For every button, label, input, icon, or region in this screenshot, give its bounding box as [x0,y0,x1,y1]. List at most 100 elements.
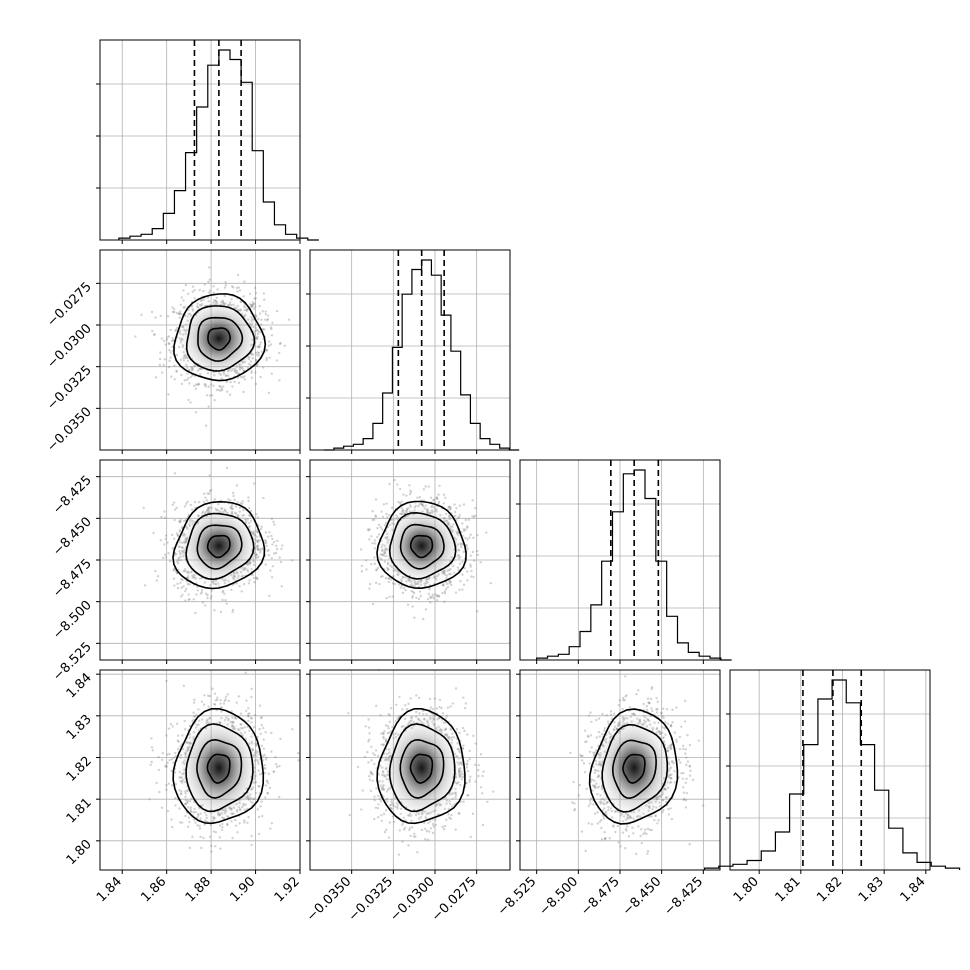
scatter-panel-1-0-sample-point [236,290,239,293]
scatter-panel-2-0-sample-point [173,568,176,571]
scatter-panel-3-0-sample-point [172,761,175,764]
scatter-panel-2-0-sample-point [207,492,211,495]
scatter-panel-1-0-sample-point [230,285,234,288]
scatter-panel-3-0-sample-point [210,850,213,853]
scatter-panel-2-0-sample-point [272,520,275,524]
scatter-panel-3-0-sample-point [264,796,267,799]
scatter-panel-2-1-sample-point [370,535,373,538]
scatter-panel-3-1-sample-point [370,759,373,762]
scatter-panel-2-1-sample-point [447,505,451,508]
scatter-panel-2-1-sample-point [513,564,515,566]
scatter-panel-3-0-sample-point [243,821,246,824]
scatter-panel-1-0-ytick-label: −0.0275 [44,280,94,330]
scatter-panel-3-1-sample-point [486,800,489,804]
scatter-panel-3-1-sample-point [376,754,380,758]
scatter-panel-3-1-xtick-label: −0.0300 [387,874,437,924]
scatter-panel-3-0-sample-point [260,716,263,719]
scatter-panel-3-1-sample-point [444,717,448,720]
scatter-panel-1-0-sample-point [187,398,190,402]
scatter-panel-3-2-sample-point [642,702,645,706]
scatter-panel-3-2-sample-point [680,725,683,728]
scatter-panel-1-0-sample-point [224,283,228,287]
scatter-panel-2-0-sample-point [219,610,223,614]
scatter-panel-3-2-sample-point [578,783,581,787]
scatter-panel-1-0-sample-point [182,289,185,292]
scatter-panel-3-0-sample-point [151,749,155,752]
scatter-panel-2-0-sample-point [200,591,204,594]
scatter-panel-2-0-sample-point [199,592,203,595]
scatter-panel-1-0-sample-point [275,309,279,313]
scatter-panel-3-1-sample-point [348,813,351,817]
scatter-panel-2-1-sample-point [373,547,377,550]
scatter-panel-2-0-sample-point [239,501,242,505]
scatter-panel-3-2-sample-point [645,708,649,712]
scatter-panel-3-2-sample-point [617,841,620,844]
scatter-panel-2-0-sample-point [204,496,207,499]
scatter-panel-2-0-sample-point [270,517,274,521]
scatter-panel-1-0-sample-point [225,390,229,393]
scatter-panel-2-1-sample-point [469,554,472,557]
scatter-panel-3-1-sample-point [447,813,450,816]
scatter-panel-3-1-sample-point [378,797,381,800]
scatter-panel-2-1-sample-point [466,526,469,529]
scatter-panel-2-1-sample-point [426,597,430,601]
hist-panel-3-frame [729,669,931,871]
scatter-panel-2-0-sample-point [267,553,271,557]
scatter-panel-3-2-sample-point [587,804,591,808]
scatter-panel-1-0-ytick-label: −0.0350 [44,405,94,455]
scatter-panel-3-0-xtick-label: 1.88 [183,874,214,905]
scatter-panel-2-1-sample-point [388,595,391,599]
scatter-panel-3-0-sample-point [239,712,243,715]
scatter-panel-3-2-sample-point [655,696,658,700]
scatter-panel-3-0-sample-point [148,798,151,801]
scatter-panel-1-0-sample-point [254,382,258,386]
scatter-panel-1-0-sample-point [269,343,273,346]
scatter-panel-2-0-sample-point [247,499,250,503]
scatter-panel-2-1-sample-point [442,584,445,587]
scatter-panel-3-2-sample-point [588,714,591,717]
scatter-panel-3-2-sample-point [629,706,632,709]
scatter-panel-2-1-sample-point [411,596,414,599]
scatter-panel-2-0-sample-point [167,552,170,555]
scatter-panel-3-2-sample-point [588,762,591,765]
scatter-panel-3-2-sample-point [581,754,584,758]
scatter-panel-1-0-sample-point [225,380,228,384]
scatter-panel-2-0-sample-point [194,500,197,504]
scatter-panel-2-1-sample-point [443,592,447,595]
scatter-panel-2-1-sample-point [466,538,469,541]
scatter-panel-3-1-sample-point [375,704,378,708]
scatter-panel-3-0-sample-point [169,722,173,726]
scatter-panel-3-2-sample-point [644,828,647,831]
scatter-panel-3-1-sample-point [383,830,387,834]
scatter-panel-2-1-sample-point [464,528,467,531]
scatter-panel-2-0-sample-point [206,492,209,495]
scatter-panel-2-1-sample-point [371,602,375,606]
scatter-panel-3-1-sample-point [458,731,461,735]
scatter-panel-3-2-sample-point [635,693,638,696]
scatter-panel-3-0-sample-point [260,744,263,747]
scatter-panel-3-0: 1.84 1.86 1.88 1.90 1.921.801.811.821.831.84 [64,669,303,905]
scatter-panel-2-0-sample-point [189,503,192,507]
scatter-panel-2-1-sample-point [409,489,412,492]
scatter-panel-3-2-sample-point [653,818,656,822]
scatter-panel-3-1-sample-point [359,808,363,811]
scatter-panel-1-0-sample-point [270,327,273,331]
scatter-panel-2-1-sample-point [469,533,472,536]
scatter-panel-3-1-sample-point [369,770,373,773]
scatter-panel-1-0-sample-point [206,394,209,397]
scatter-panel-3-1-sample-point [387,836,391,839]
scatter-panel-3-1-sample-point [366,750,369,754]
scatter-panel-1-0: −0.0350−0.0325−0.0300−0.0275 [44,249,301,455]
scatter-panel-3-2-sample-point [688,743,692,747]
scatter-panel-2-0-sample-point [183,505,187,508]
scatter-panel-3-0-sample-point [193,818,196,821]
scatter-panel-1-0-sample-point [236,273,240,277]
scatter-panel-3-2-sample-point [624,828,627,831]
scatter-panel-3-2-sample-point [591,789,594,792]
hist-panel-3-histogram-step [703,679,961,870]
scatter-panel-2-0-sample-point [181,578,184,582]
scatter-panel-3-0-sample-point [158,790,161,794]
scatter-panel-1-0-sample-point [179,303,182,307]
scatter-panel-3-1-sample-point [398,715,401,718]
scatter-panel-3-1-sample-point [402,828,406,831]
